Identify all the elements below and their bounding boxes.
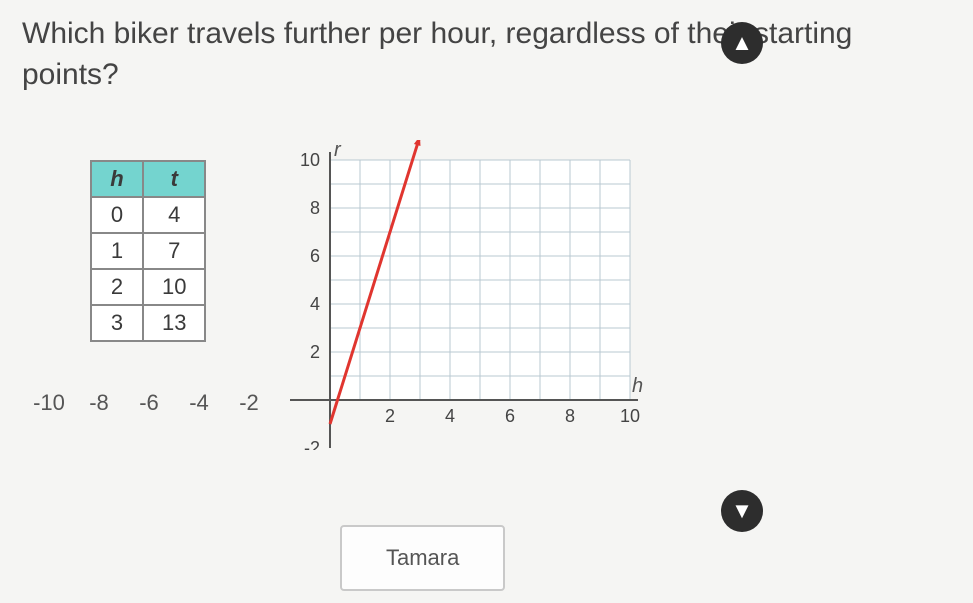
cell: 10 bbox=[143, 269, 205, 305]
cell: 0 bbox=[91, 197, 143, 233]
table-row: 1 7 bbox=[91, 233, 205, 269]
question-text: Which biker travels further per hour, re… bbox=[0, 0, 973, 95]
tick: -10 bbox=[30, 390, 68, 416]
table-header-t: t bbox=[143, 161, 205, 197]
cell: 3 bbox=[91, 305, 143, 341]
svg-text:2: 2 bbox=[385, 406, 395, 426]
svg-text:r: r bbox=[334, 140, 342, 161]
svg-text:-2: -2 bbox=[304, 438, 320, 450]
svg-text:8: 8 bbox=[565, 406, 575, 426]
svg-text:10: 10 bbox=[300, 150, 320, 170]
line-chart: 2 4 6 8 10 2 4 6 8 10 -2 r h bbox=[290, 140, 650, 450]
svg-text:4: 4 bbox=[445, 406, 455, 426]
negative-x-axis-labels: -10 -8 -6 -4 -2 bbox=[30, 390, 268, 416]
work-area: h t 0 4 1 7 2 10 3 13 -10 -8 -6 -4 -2 24… bbox=[30, 140, 670, 480]
cell: 2 bbox=[91, 269, 143, 305]
svg-text:6: 6 bbox=[505, 406, 515, 426]
tick: -4 bbox=[180, 390, 218, 416]
svg-text:8: 8 bbox=[310, 198, 320, 218]
cell: 13 bbox=[143, 305, 205, 341]
scroll-up-button[interactable]: ▲ bbox=[721, 22, 763, 64]
arrow-up-icon: ▲ bbox=[731, 30, 753, 56]
tick: -2 bbox=[230, 390, 268, 416]
table-row: 2 10 bbox=[91, 269, 205, 305]
cell: 4 bbox=[143, 197, 205, 233]
tick: -8 bbox=[80, 390, 118, 416]
answer-options: Tamara bbox=[340, 525, 505, 591]
cell: 7 bbox=[143, 233, 205, 269]
scroll-down-button[interactable]: ▼ bbox=[721, 490, 763, 532]
svg-text:h: h bbox=[632, 375, 643, 397]
table-row: 0 4 bbox=[91, 197, 205, 233]
cell: 1 bbox=[91, 233, 143, 269]
svg-text:6: 6 bbox=[310, 246, 320, 266]
data-table: h t 0 4 1 7 2 10 3 13 bbox=[90, 160, 206, 342]
svg-text:2: 2 bbox=[310, 342, 320, 362]
tick: -6 bbox=[130, 390, 168, 416]
svg-text:10: 10 bbox=[620, 406, 640, 426]
table-row: 3 13 bbox=[91, 305, 205, 341]
svg-text:4: 4 bbox=[310, 294, 320, 314]
table-header-h: h bbox=[91, 161, 143, 197]
arrow-down-icon: ▼ bbox=[731, 498, 753, 524]
answer-option-tamara[interactable]: Tamara bbox=[340, 525, 505, 591]
